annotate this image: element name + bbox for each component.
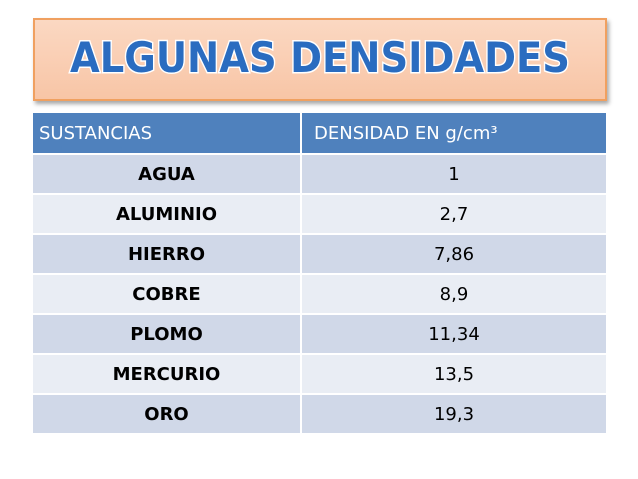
header-cell: SUSTANCIAS xyxy=(33,113,300,153)
table-row: ALUMINIO 2,7 xyxy=(33,193,606,233)
density-cell: 8,9 xyxy=(300,273,606,313)
substance-cell: AGUA xyxy=(33,153,300,193)
density-cell: 11,34 xyxy=(300,313,606,353)
title-svg: ALGUNAS DENSIDADES xyxy=(69,32,572,84)
density-table: SUSTANCIAS DENSIDAD EN g/cm³ AGUA 1 ALUMINIO… xyxy=(33,113,606,433)
density-cell: 13,5 xyxy=(300,353,606,393)
header-cell: DENSIDAD EN g/cm³ xyxy=(300,113,606,153)
table-row: COBRE 8,9 xyxy=(33,273,606,313)
title-box: ALGUNAS DENSIDADES xyxy=(33,18,607,101)
substance-cell: PLOMO xyxy=(33,313,300,353)
table-row: PLOMO 11,34 xyxy=(33,313,606,353)
density-cell: 1 xyxy=(300,153,606,193)
density-cell: 2,7 xyxy=(300,193,606,233)
table-row: HIERRO 7,86 xyxy=(33,233,606,273)
substance-cell: ALUMINIO xyxy=(33,193,300,233)
substance-cell: MERCURIO xyxy=(33,353,300,393)
table-row: AGUA 1 xyxy=(33,153,606,193)
title: ALGUNAS DENSIDADES xyxy=(70,33,570,82)
density-cell: 19,3 xyxy=(300,393,606,433)
substance-cell: COBRE xyxy=(33,273,300,313)
substance-cell: HIERRO xyxy=(33,233,300,273)
table-row: ORO 19,3 xyxy=(33,393,606,433)
density-cell: 7,86 xyxy=(300,233,606,273)
table-row: MERCURIO 13,5 xyxy=(33,353,606,393)
substance-cell: ORO xyxy=(33,393,300,433)
header-row: SUSTANCIAS DENSIDAD EN g/cm³ xyxy=(33,113,606,153)
